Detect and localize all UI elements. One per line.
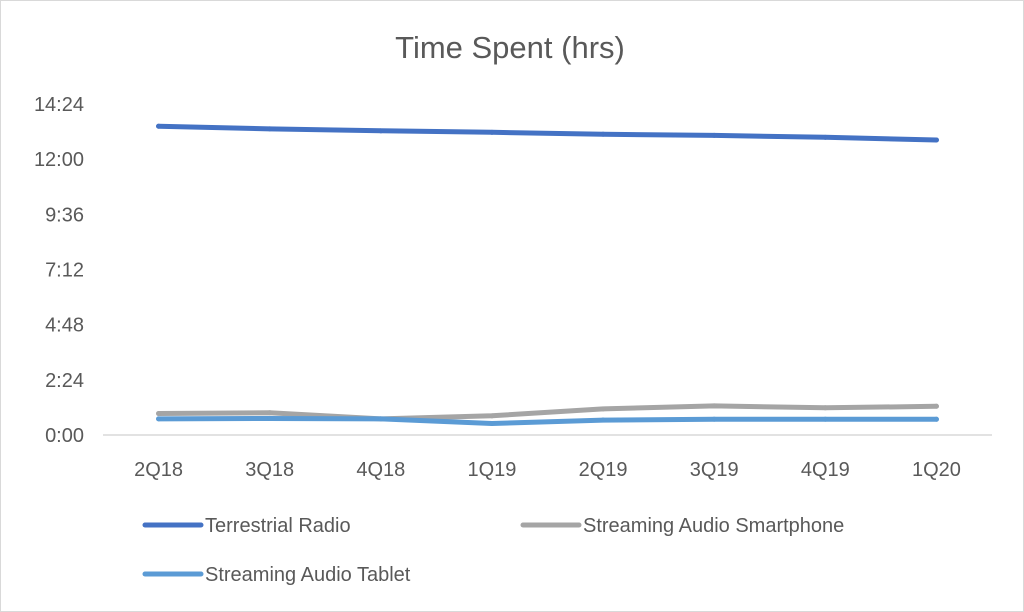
data-point-streaming-audio-smartphone — [711, 403, 717, 409]
series-line-streaming-audio-tablet — [156, 416, 939, 426]
data-point-streaming-audio-smartphone — [600, 406, 606, 412]
data-point-streaming-audio-smartphone — [822, 405, 828, 411]
data-point-streaming-audio-smartphone — [267, 410, 273, 416]
data-point-terrestrial-radio — [711, 132, 717, 138]
legend-item-terrestrial-radio: Terrestrial Radio — [142, 515, 351, 537]
legend: Terrestrial Radio Streaming Audio Smartph… — [142, 515, 844, 586]
data-point-streaming-audio-tablet — [711, 416, 717, 422]
data-point-streaming-audio-tablet — [267, 416, 273, 422]
y-tick-label: 2:24 — [45, 370, 84, 392]
data-point-streaming-audio-smartphone — [933, 403, 939, 409]
y-tick-label: 0:00 — [45, 425, 84, 447]
data-point-terrestrial-radio — [822, 134, 828, 140]
data-point-streaming-audio-tablet — [933, 416, 939, 422]
data-point-terrestrial-radio — [600, 131, 606, 137]
series-line-terrestrial-radio — [156, 123, 939, 143]
data-point-terrestrial-radio — [489, 129, 495, 135]
data-point-streaming-audio-smartphone — [156, 411, 162, 417]
x-tick-label: 2Q19 — [579, 459, 628, 481]
data-point-terrestrial-radio — [933, 137, 939, 143]
x-tick-label: 2Q18 — [134, 459, 183, 481]
data-point-streaming-audio-tablet — [600, 417, 606, 423]
y-tick-label: 7:12 — [45, 260, 84, 282]
y-tick-label: 14:24 — [34, 94, 84, 116]
chart-title: Time Spent (hrs) — [395, 30, 625, 65]
legend-label: Streaming Audio Smartphone — [583, 515, 844, 537]
data-point-streaming-audio-tablet — [822, 416, 828, 422]
legend-item-streaming-audio-smartphone: Streaming Audio Smartphone — [520, 515, 844, 537]
y-tick-label: 4:48 — [45, 315, 84, 337]
data-point-streaming-audio-tablet — [489, 421, 495, 427]
data-point-terrestrial-radio — [267, 126, 273, 132]
x-tick-label: 3Q18 — [245, 459, 294, 481]
x-tick-label: 1Q19 — [467, 459, 516, 481]
data-point-terrestrial-radio — [378, 128, 384, 134]
axes: 0:00 2:24 4:48 7:12 9:36 12:00 14:24 2Q18 3Q18 4Q… — [34, 94, 992, 481]
x-tick-label: 1Q20 — [912, 459, 961, 481]
data-point-streaming-audio-smartphone — [489, 413, 495, 419]
data-point-streaming-audio-tablet — [156, 416, 162, 422]
x-tick-label: 4Q19 — [801, 459, 850, 481]
data-point-terrestrial-radio — [156, 123, 162, 129]
y-tick-label: 12:00 — [34, 149, 84, 171]
y-tick-label: 9:36 — [45, 204, 84, 226]
series-line-streaming-audio-smartphone — [156, 403, 939, 422]
legend-label: Streaming Audio Tablet — [205, 564, 411, 586]
x-tick-label: 4Q18 — [356, 459, 405, 481]
series-lines — [156, 123, 939, 427]
x-tick-label: 3Q19 — [690, 459, 739, 481]
legend-label: Terrestrial Radio — [205, 515, 351, 537]
data-point-streaming-audio-tablet — [378, 416, 384, 422]
legend-item-streaming-audio-tablet: Streaming Audio Tablet — [142, 564, 411, 586]
